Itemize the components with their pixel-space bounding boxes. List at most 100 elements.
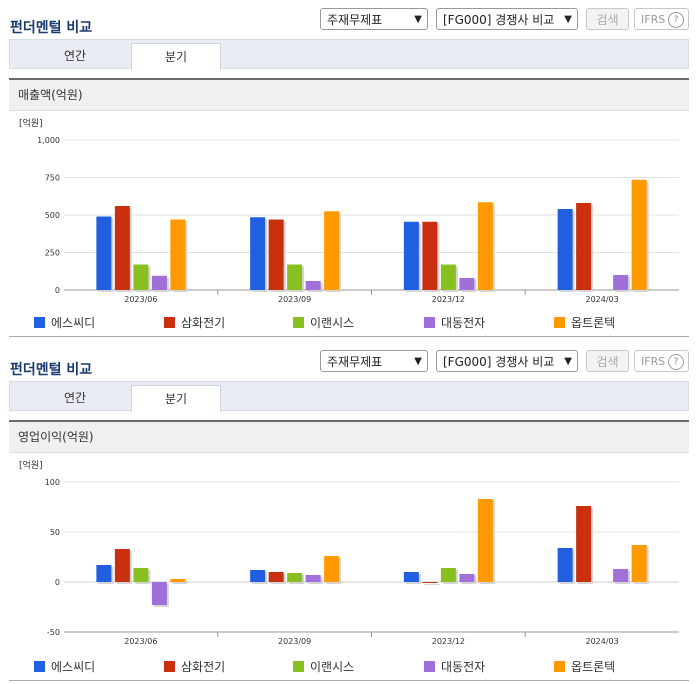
legend-item[interactable]: 대동전자 — [424, 314, 485, 331]
y-tick-label: 50 — [50, 528, 60, 537]
help-icon[interactable]: ? — [668, 12, 684, 28]
bar — [114, 206, 130, 290]
legend-label: 옵트론텍 — [571, 316, 616, 330]
compare-select-value: [FG000] 경쟁사 비교 — [443, 355, 555, 369]
bar — [557, 548, 573, 582]
legend-item[interactable]: 삼화전기 — [164, 658, 225, 675]
legend-label: 에스씨디 — [51, 660, 96, 674]
tab-quarterly[interactable]: 분기 — [131, 43, 221, 70]
bar — [440, 568, 456, 582]
statement-select[interactable]: 주재무제표 ▼ — [320, 8, 428, 30]
chevron-down-icon: ▼ — [564, 356, 572, 367]
bar — [459, 574, 475, 582]
legend-swatch — [554, 317, 565, 328]
legend-item[interactable]: 이랜시스 — [293, 314, 354, 331]
ifrs-button[interactable]: IFRS ? — [634, 350, 689, 372]
legend-swatch — [293, 661, 304, 672]
bar — [114, 549, 130, 582]
chart-box-operating-profit: 영업이익(억원) [억원] -50 0 50 100 2023/06 2023/09 2023… — [9, 420, 689, 681]
bar — [324, 556, 340, 582]
legend-label: 삼화전기 — [181, 660, 226, 674]
bar — [151, 275, 167, 290]
revenue-chart: [억원] 0 250 500 750 1,000 2023/06 2023/09 2023/12… — [19, 117, 679, 304]
compare-select-value: [FG000] 경쟁사 비교 — [443, 13, 555, 27]
legend-item[interactable]: 옵트론텍 — [554, 314, 615, 331]
legend-item[interactable]: 옵트론텍 — [554, 658, 615, 675]
bar — [477, 499, 493, 582]
ifrs-label: IFRS — [641, 355, 666, 368]
y-tick-label: 0 — [55, 286, 60, 295]
compare-select[interactable]: [FG000] 경쟁사 비교 ▼ — [436, 350, 578, 372]
legend-swatch — [424, 661, 435, 672]
chart-header: 영업이익(억원) — [9, 422, 689, 453]
bar — [576, 203, 592, 290]
statement-select-value: 주재무제표 — [327, 13, 383, 27]
legend-label: 이랜시스 — [310, 660, 355, 674]
chevron-down-icon: ▼ — [414, 14, 422, 25]
chart-legend: 에스씨디 삼화전기 이랜시스 대동전자 옵트론텍 — [34, 314, 674, 331]
legend-label: 대동전자 — [441, 660, 486, 674]
chart-legend: 에스씨디 삼화전기 이랜시스 대동전자 옵트론텍 — [34, 658, 674, 675]
chart-box-revenue: 매출액(억원) [억원] 0 250 500 750 1,000 2023/06 2023/0… — [9, 78, 689, 337]
bar — [631, 179, 647, 290]
section-title: 펀더멘털 비교 — [10, 20, 93, 36]
bar — [477, 202, 493, 290]
bar — [96, 565, 112, 582]
y-tick-label: 100 — [45, 478, 60, 487]
tab-annual[interactable]: 연간 — [63, 49, 87, 63]
fundamental-section-2: 펀더멘털 비교 주재무제표 ▼ [FG000] 경쟁사 비교 ▼ 검색 IFRS… — [0, 350, 696, 684]
operating-profit-chart: [억원] -50 0 50 100 2023/06 2023/09 2023/12 2024/0… — [19, 459, 679, 646]
bar — [305, 575, 321, 582]
bar — [151, 582, 167, 605]
bar — [631, 545, 647, 582]
legend-item[interactable]: 에스씨디 — [34, 658, 95, 675]
bar — [403, 221, 419, 290]
compare-select[interactable]: [FG000] 경쟁사 비교 ▼ — [436, 8, 578, 30]
y-tick-label: 250 — [45, 249, 60, 258]
ifrs-button[interactable]: IFRS ? — [634, 8, 689, 30]
legend-swatch — [293, 317, 304, 328]
statement-select-value: 주재무제표 — [327, 355, 383, 369]
chevron-down-icon: ▼ — [414, 356, 422, 367]
period-tabs: 연간 분기 — [9, 381, 689, 412]
search-button[interactable]: 검색 — [586, 350, 629, 372]
bar-shadow — [172, 581, 188, 584]
tab-quarterly[interactable]: 분기 — [131, 385, 221, 412]
legend-swatch — [164, 661, 175, 672]
y-unit-label: [억원] — [19, 117, 43, 129]
bar — [133, 264, 149, 290]
legend-label: 이랜시스 — [310, 316, 355, 330]
legend-swatch — [34, 661, 45, 672]
y-tick-label: 0 — [55, 578, 60, 587]
bar — [403, 572, 419, 582]
bar-shadow — [424, 584, 440, 585]
x-tick-label: 2024/03 — [586, 295, 619, 304]
section-title: 펀더멘털 비교 — [10, 362, 93, 378]
tab-annual[interactable]: 연간 — [63, 391, 87, 405]
x-tick-label: 2023/09 — [278, 637, 311, 646]
legend-label: 에스씨디 — [51, 316, 96, 330]
bar — [422, 582, 438, 583]
legend-item[interactable]: 이랜시스 — [293, 658, 354, 675]
search-button[interactable]: 검색 — [586, 8, 629, 30]
bar — [268, 219, 284, 290]
bar — [170, 219, 186, 290]
legend-item[interactable]: 대동전자 — [424, 658, 485, 675]
legend-swatch — [164, 317, 175, 328]
bar — [133, 568, 149, 582]
help-icon[interactable]: ? — [668, 354, 684, 370]
legend-label: 옵트론텍 — [571, 660, 616, 674]
bar — [268, 572, 284, 582]
fundamental-section-1: 펀더멘털 비교 주재무제표 ▼ [FG000] 경쟁사 비교 ▼ 검색 IFRS… — [0, 8, 696, 343]
x-tick-label: 2023/06 — [124, 637, 157, 646]
legend-item[interactable]: 에스씨디 — [34, 314, 95, 331]
bar — [287, 264, 303, 290]
chart-header: 매출액(억원) — [9, 80, 689, 111]
bar — [250, 570, 266, 582]
bar — [576, 506, 592, 582]
statement-select[interactable]: 주재무제표 ▼ — [320, 350, 428, 372]
bar — [305, 281, 321, 290]
legend-swatch — [554, 661, 565, 672]
legend-item[interactable]: 삼화전기 — [164, 314, 225, 331]
bar — [287, 573, 303, 582]
